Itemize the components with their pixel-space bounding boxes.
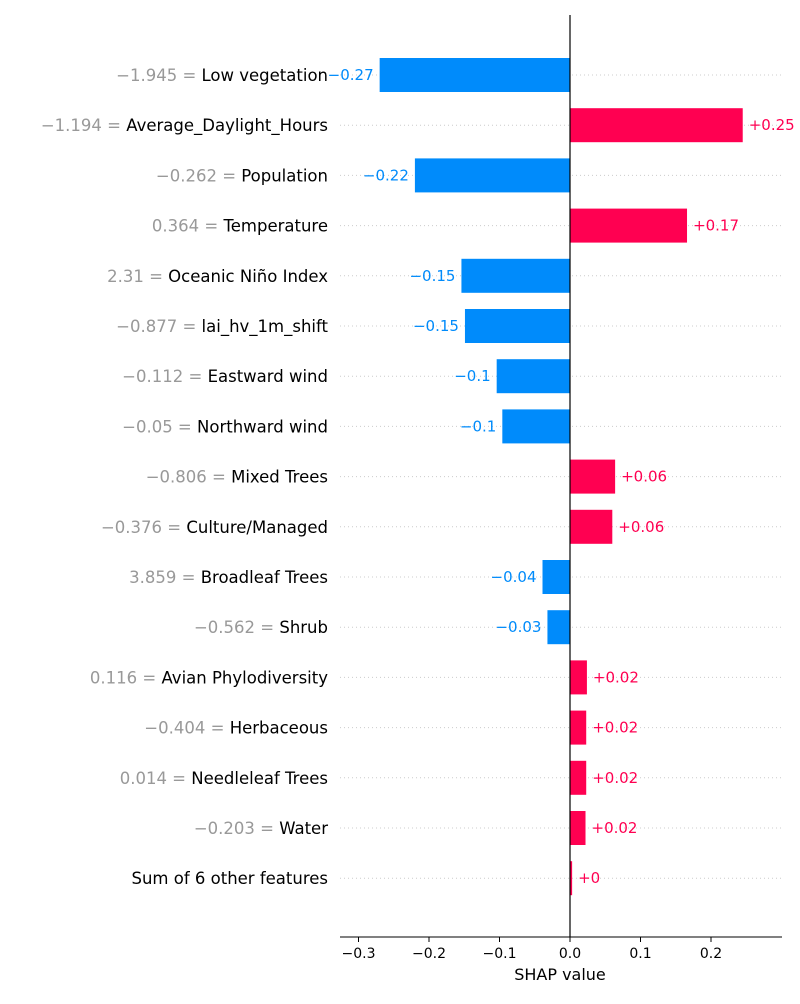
feature-value: −0.05 =: [122, 417, 197, 436]
feature-label: −0.404 = Herbaceous: [144, 719, 328, 738]
feature-label: 0.364 = Temperature: [152, 217, 328, 236]
feature-name: Temperature: [222, 217, 328, 236]
shap-value-label: +0.02: [592, 819, 638, 837]
shap-value-label: −0.22: [363, 166, 409, 184]
shap-bar: [464, 309, 570, 343]
feature-label: −0.112 = Eastward wind: [122, 367, 328, 386]
x-tick-label: 0.0: [559, 946, 581, 962]
feature-label: Sum of 6 other features: [131, 869, 328, 888]
x-tick-label: −0.2: [412, 946, 446, 962]
shap-value-label: +0.02: [593, 668, 639, 686]
shap-value-label: −0.1: [460, 417, 496, 435]
shap-value-label: +0.06: [618, 518, 664, 536]
shap-bar: [496, 359, 570, 394]
feature-label: −0.203 = Water: [194, 819, 328, 838]
x-tick-label: 0.2: [700, 946, 722, 962]
feature-name: Eastward wind: [208, 367, 328, 386]
feature-label: 3.859 = Broadleaf Trees: [129, 568, 328, 587]
shap-bar: [570, 208, 688, 243]
feature-value: −0.404 =: [144, 719, 229, 738]
feature-value: −0.562 =: [194, 618, 279, 637]
feature-name: Herbaceous: [230, 719, 328, 738]
feature-name: Water: [279, 819, 328, 838]
x-tick-label: 0.1: [629, 946, 651, 962]
feature-name: Shrub: [279, 618, 328, 637]
shap-bar: [570, 108, 743, 143]
shap-bar: [570, 760, 587, 795]
shap-bar: [570, 811, 586, 845]
shap-value-label: +0.25: [749, 116, 795, 134]
feature-value: 0.014 =: [120, 769, 192, 788]
shap-value-label: −0.1: [454, 367, 490, 385]
shap-value-label: −0.27: [328, 66, 374, 84]
shap-bar: [461, 258, 570, 293]
shap-value-label: +0.17: [693, 217, 739, 235]
feature-label: −0.877 = lai_hv_1m_shift: [116, 317, 328, 337]
labels-layer: −1.945 = Low vegetation −0.27 −1.194 = Ave…: [41, 66, 795, 888]
feature-name: Oceanic Niño Index: [168, 267, 328, 286]
feature-value: 0.364 =: [152, 217, 224, 236]
feature-value: −0.262 =: [156, 166, 241, 185]
shap-value-label: −0.15: [409, 267, 455, 285]
x-tick-label: −0.1: [483, 946, 517, 962]
feature-label: 0.116 = Avian Phylodiversity: [90, 668, 328, 687]
feature-label: −0.05 = Northward wind: [122, 417, 328, 436]
shap-bar: [570, 509, 613, 544]
shap-bar: [547, 610, 570, 645]
feature-label: −0.376 = Culture/Managed: [101, 518, 328, 537]
feature-name: Northward wind: [197, 417, 328, 436]
feature-name: Mixed Trees: [231, 468, 328, 487]
feature-name: Population: [241, 166, 328, 185]
x-axis-title: SHAP value: [514, 965, 606, 984]
feature-value: −1.194 =: [41, 116, 126, 135]
bars-layer: [379, 15, 743, 937]
feature-name: Avian Phylodiversity: [161, 668, 328, 687]
shap-value-label: −0.15: [413, 317, 459, 335]
feature-value: −0.376 =: [101, 518, 186, 537]
shap-value-label: −0.04: [491, 568, 537, 586]
shap-value-label: −0.03: [495, 618, 541, 636]
feature-name: lai_hv_1m_shift: [202, 317, 329, 337]
feature-label: −0.262 = Population: [156, 166, 328, 185]
shap-value-label: +0.02: [592, 769, 638, 787]
feature-value: −0.806 =: [146, 468, 231, 487]
feature-name: Low vegetation: [202, 66, 328, 85]
shap-bar: [570, 459, 616, 494]
feature-value: 0.116 =: [90, 668, 162, 687]
shap-bar: [379, 58, 570, 92]
feature-value: 2.31 =: [107, 267, 168, 286]
feature-label: 0.014 = Needleleaf Trees: [120, 769, 328, 788]
x-tick-label: −0.3: [342, 946, 376, 962]
shap-bar: [570, 710, 587, 745]
feature-name: Broadleaf Trees: [201, 568, 328, 587]
feature-label: −0.562 = Shrub: [194, 618, 328, 637]
feature-value: −0.877 =: [116, 317, 201, 336]
feature-label: −1.194 = Average_Daylight_Hours: [41, 116, 328, 136]
grid-layer: [340, 74, 782, 879]
shap-bar: [570, 660, 587, 695]
feature-value: −0.203 =: [194, 819, 279, 838]
feature-name: Sum of 6 other features: [131, 869, 328, 888]
shap-value-label: +0.02: [592, 719, 638, 737]
feature-name: Culture/Managed: [186, 518, 328, 537]
feature-label: −0.806 = Mixed Trees: [146, 468, 328, 487]
shap-bar: [502, 409, 570, 444]
feature-name: Average_Daylight_Hours: [126, 116, 328, 136]
feature-value: −1.945 =: [116, 66, 201, 85]
feature-value: 3.859 =: [129, 568, 201, 587]
shap-bar: [414, 158, 570, 193]
feature-value: −0.112 =: [122, 367, 207, 386]
feature-name: Needleleaf Trees: [191, 769, 328, 788]
x-axis: −0.3 −0.2 −0.1 0.0 0.1 0.2: [340, 936, 782, 962]
shap-value-label: +0.06: [621, 468, 667, 486]
feature-label: 2.31 = Oceanic Niño Index: [107, 267, 328, 286]
shap-value-label: +0: [578, 869, 600, 887]
shap-bar: [542, 560, 570, 594]
feature-label: −1.945 = Low vegetation: [116, 66, 328, 85]
shap-bar: [570, 861, 573, 896]
